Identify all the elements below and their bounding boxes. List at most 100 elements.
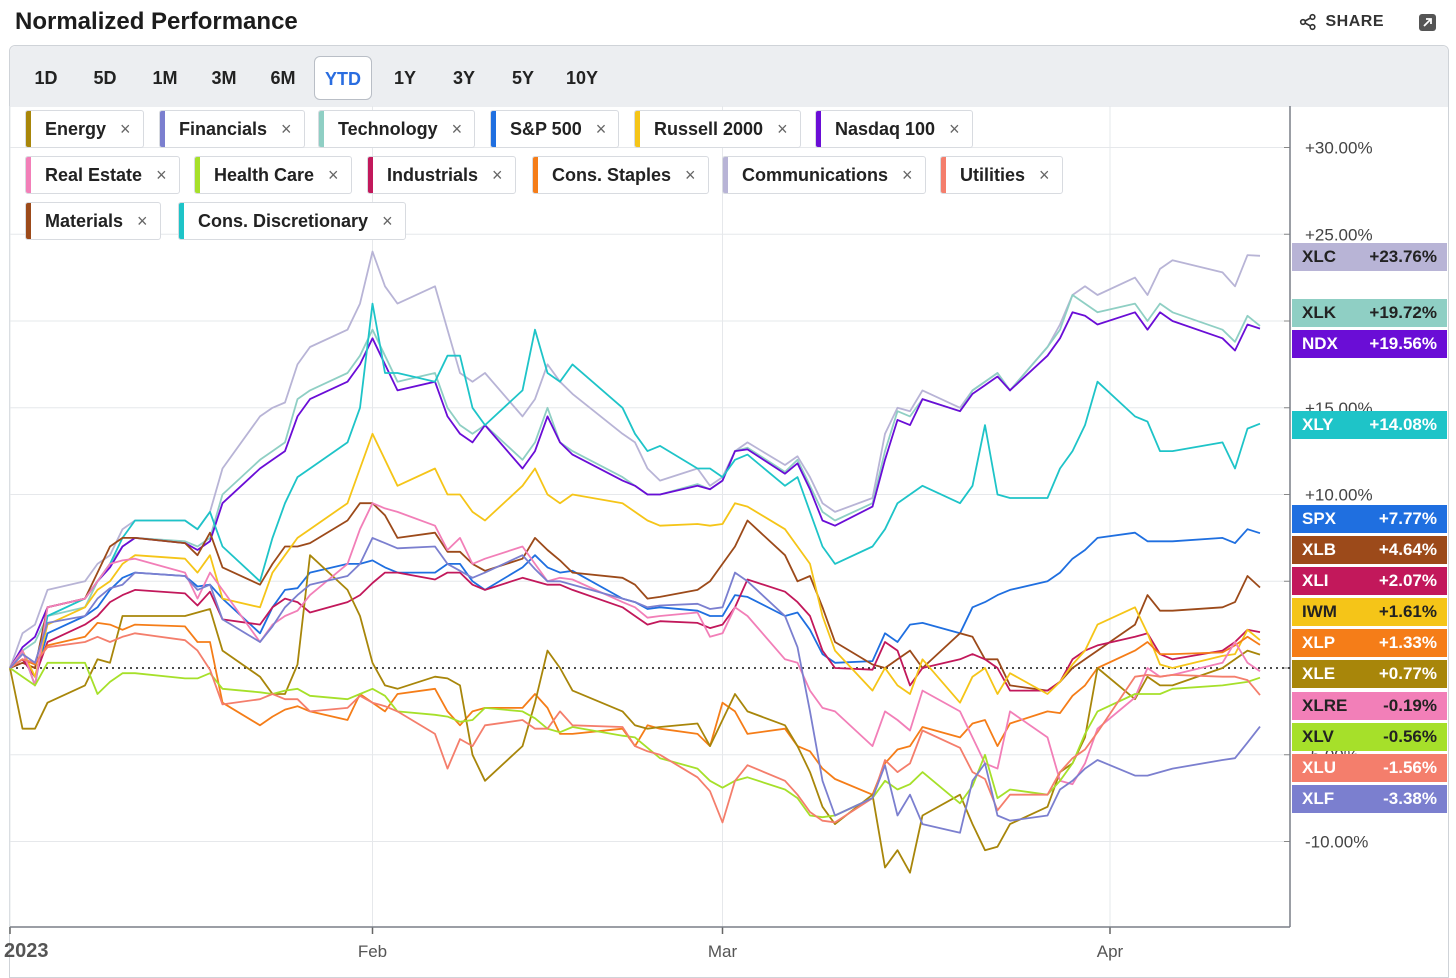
y-tick-label: +10.00% [1305, 486, 1373, 505]
remove-series-icon[interactable]: × [1039, 164, 1050, 185]
range-button-ytd[interactable]: YTD [314, 56, 372, 100]
value-tag-ticker: XLI [1302, 571, 1329, 590]
remove-series-icon[interactable]: × [120, 118, 131, 139]
legend-item[interactable]: Cons. Staples × [532, 156, 709, 194]
share-button[interactable]: SHARE [1299, 13, 1384, 31]
value-tag-ticker: XLF [1302, 789, 1335, 808]
series-line-xly [9, 302, 1261, 687]
value-tag-ndx: NDX +19.56% [1292, 330, 1447, 358]
value-tag-ticker: XLP [1302, 633, 1336, 652]
remove-series-icon[interactable]: × [949, 118, 960, 139]
legend-item[interactable]: Health Care × [194, 156, 352, 194]
value-tag-xlb: XLB +4.64% [1292, 536, 1447, 564]
series-line-xlv [9, 661, 1261, 819]
x-tick-label: 2023 [4, 940, 49, 962]
legend-item[interactable]: Communications × [722, 156, 926, 194]
legend-item[interactable]: Materials × [25, 202, 161, 240]
value-tag-ticker: XLE [1302, 664, 1336, 683]
series-line-xlu [9, 632, 1261, 824]
remove-series-icon[interactable]: × [595, 118, 607, 139]
value-tag-ticker: IWM [1302, 602, 1337, 621]
x-tick-label: Apr [1097, 942, 1124, 961]
value-tag-value: -0.19% [1383, 696, 1437, 715]
value-tag-ticker: XLB [1302, 540, 1336, 559]
legend-swatch [26, 157, 31, 193]
legend-swatch [533, 157, 538, 193]
legend-item[interactable]: Russell 2000 × [634, 110, 801, 148]
value-tag-value: +1.33% [1378, 633, 1437, 652]
series-line-xlf [9, 537, 1261, 834]
legend-item[interactable]: Real Estate × [25, 156, 180, 194]
remove-series-icon[interactable]: × [382, 210, 393, 231]
y-tick-label: +25.00% [1305, 225, 1373, 244]
legend-item[interactable]: Financials × [159, 110, 305, 148]
remove-series-icon[interactable]: × [451, 118, 463, 139]
legend-label: Materials [45, 210, 124, 231]
value-tag-ticker: XLK [1302, 303, 1336, 322]
range-button-3m[interactable]: 3M [211, 68, 237, 88]
value-tag-xle: XLE +0.77% [1292, 660, 1447, 688]
value-tag-value: +4.64% [1378, 540, 1437, 559]
remove-series-icon[interactable]: × [137, 210, 148, 231]
legend-swatch [723, 157, 728, 193]
x-tick-label: Feb [358, 942, 387, 961]
legend-item[interactable]: Energy × [25, 110, 144, 148]
remove-series-icon[interactable]: × [328, 164, 339, 185]
value-tag-value: -1.56% [1383, 758, 1437, 777]
range-button-1y[interactable]: 1Y [393, 68, 417, 88]
legend-swatch [941, 157, 946, 193]
remove-series-icon[interactable]: × [777, 118, 788, 139]
value-tag-ticker: XLY [1302, 415, 1334, 434]
legend-label: Industrials [387, 164, 479, 185]
value-tag-iwm: IWM +1.61% [1292, 598, 1447, 626]
y-tick-label: +30.00% [1305, 139, 1373, 158]
legend-item[interactable]: Industrials × [367, 156, 516, 194]
value-tag-spx: SPX +7.77% [1292, 505, 1447, 533]
legend-label: Real Estate [45, 164, 143, 185]
range-button-6m[interactable]: 6M [270, 68, 296, 88]
remove-series-icon[interactable]: × [281, 118, 292, 139]
legend-swatch [195, 157, 200, 193]
share-icon [1300, 13, 1317, 31]
legend-item[interactable]: Cons. Discretionary × [178, 202, 406, 240]
value-tag-value: -3.38% [1383, 789, 1437, 808]
value-tag-xlc: XLC +23.76% [1292, 243, 1447, 271]
value-tag-xly: XLY +14.08% [1292, 411, 1447, 439]
range-button-5y[interactable]: 5Y [511, 68, 535, 88]
y-tick-label: -10.00% [1305, 833, 1368, 852]
value-tag-ticker: NDX [1302, 334, 1338, 353]
value-tag-value: +19.56% [1369, 334, 1437, 353]
remove-series-icon[interactable]: × [156, 164, 167, 185]
legend-swatch [26, 111, 31, 147]
remove-series-icon[interactable]: × [492, 164, 503, 185]
series-line-iwm [9, 432, 1261, 704]
value-tag-xli: XLI +2.07% [1292, 567, 1447, 595]
legend-swatch [816, 111, 821, 147]
share-label: SHARE [1325, 13, 1384, 30]
legend-item[interactable]: Utilities × [940, 156, 1063, 194]
remove-series-icon[interactable]: × [902, 164, 913, 185]
range-button-3y[interactable]: 3Y [452, 68, 476, 88]
value-tag-value: +23.76% [1369, 247, 1437, 266]
expand-button[interactable] [1419, 14, 1436, 31]
series-line-xle [9, 554, 1261, 874]
legend-item[interactable]: S&P 500 × [490, 110, 620, 148]
value-tag-xlp: XLP +1.33% [1292, 629, 1447, 657]
legend-item[interactable]: Technology × [318, 110, 476, 148]
value-tag-value: -0.56% [1383, 727, 1437, 746]
legend-swatch [26, 203, 31, 239]
value-tag-ticker: SPX [1302, 509, 1337, 528]
remove-series-icon[interactable]: × [685, 164, 696, 185]
legend-swatch [635, 111, 640, 147]
series-line-xlc [9, 250, 1261, 669]
range-button-1m[interactable]: 1M [152, 68, 178, 88]
range-button-10y[interactable]: 10Y [565, 68, 599, 88]
legend-swatch [319, 111, 324, 147]
legend-label: Communications [742, 164, 889, 185]
value-tag-ticker: XLRE [1302, 696, 1348, 715]
range-button-1d[interactable]: 1D [34, 68, 58, 88]
legend-item[interactable]: Nasdaq 100 × [815, 110, 973, 148]
range-button-5d[interactable]: 5D [93, 68, 117, 88]
value-tag-ticker: XLC [1302, 247, 1336, 266]
